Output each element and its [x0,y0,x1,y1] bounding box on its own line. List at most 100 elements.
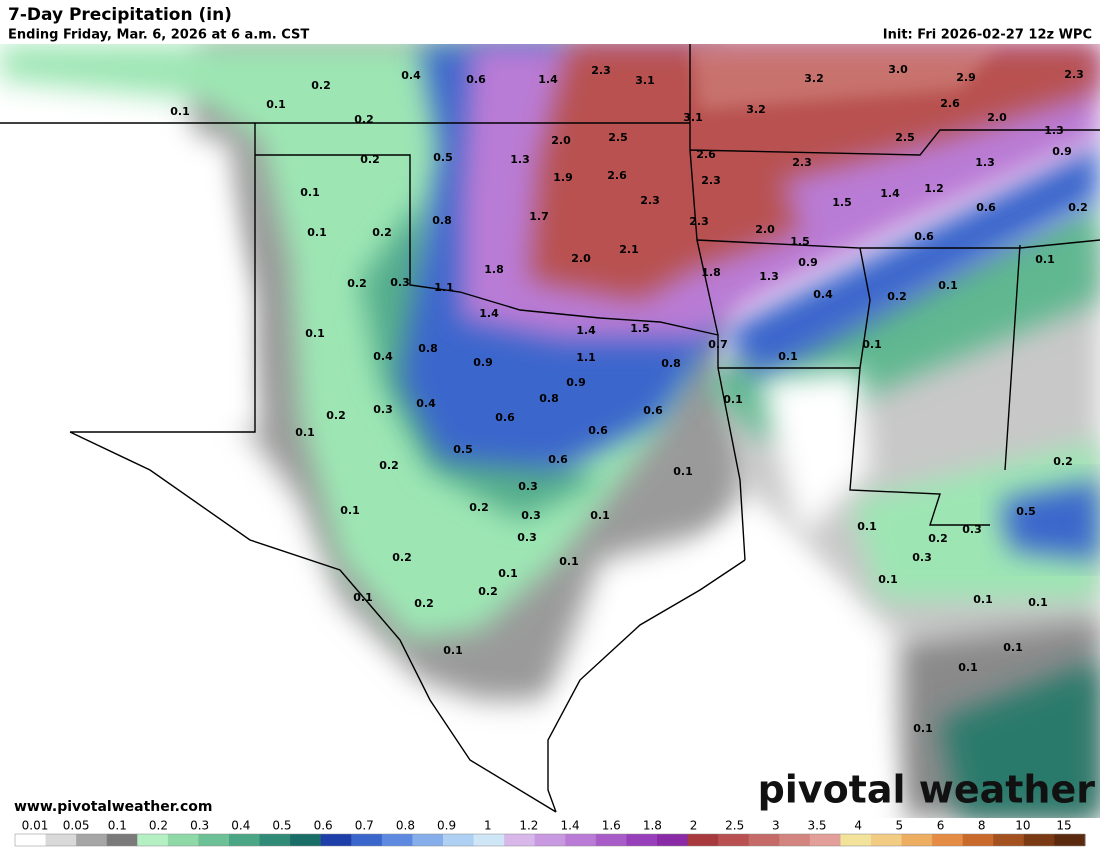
precip-label: 0.1 [878,573,898,586]
legend-label: 6 [937,819,945,833]
precip-label: 0.2 [372,226,392,239]
legend-swatch [443,834,475,846]
precip-label: 1.3 [759,270,779,283]
legend-label: 15 [1056,819,1071,833]
precip-label: 0.8 [539,392,559,405]
precip-label: 1.5 [790,235,810,248]
legend-swatch [381,834,413,846]
precip-label: 0.1 [862,338,882,351]
legend-label: 0.2 [149,819,168,833]
precip-label: 0.1 [723,393,743,406]
precip-label: 0.5 [1016,505,1036,518]
precip-label: 3.0 [888,63,908,76]
legend-swatch [76,834,108,846]
legend-swatch [534,834,566,846]
precip-label: 0.2 [887,290,907,303]
precip-label: 0.6 [588,424,608,437]
legend-label: 0.3 [190,819,209,833]
precip-label: 0.4 [401,69,421,82]
legend-swatch [504,834,536,846]
precip-label: 2.6 [696,148,716,161]
precip-label: 0.2 [1068,201,1088,214]
precip-label: 0.4 [416,397,436,410]
precip-label: 2.3 [1064,68,1084,81]
precip-label: 0.6 [548,453,568,466]
legend-label: 0.6 [314,819,333,833]
precip-label: 1.5 [832,196,852,209]
legend-swatch [779,834,811,846]
precip-label: 2.3 [701,174,721,187]
precip-label: 1.4 [576,324,596,337]
precip-label: 0.9 [566,376,586,389]
precip-label: 0.2 [469,501,489,514]
state-borders [0,44,1100,813]
legend-swatch [840,834,872,846]
precip-label: 0.5 [433,151,453,164]
precip-label: 0.7 [708,338,728,351]
subtitle: Ending Friday, Mar. 6, 2026 at 6 a.m. CS… [8,28,309,43]
precip-label: 0.1 [1028,596,1048,609]
precip-label: 0.6 [976,201,996,214]
precip-label: 0.3 [518,480,538,493]
precip-label: 0.5 [453,443,473,456]
precip-label: 2.9 [956,71,976,84]
precip-label: 0.9 [798,256,818,269]
precip-label: 3.2 [804,72,824,85]
legend-swatch [167,834,199,846]
precip-label: 0.1 [973,593,993,606]
precip-label: 0.9 [473,356,493,369]
precip-label: 0.8 [661,357,681,370]
precip-label: 0.2 [478,585,498,598]
legend-swatch [871,834,903,846]
precip-label: 0.1 [498,567,518,580]
legend-label: 8 [978,819,986,833]
precip-label: 0.2 [347,277,367,290]
legend-swatch [565,834,597,846]
precip-label: 0.1 [590,509,610,522]
legend-label: 1 [484,819,492,833]
precip-label: 0.6 [466,73,486,86]
header-bar [0,0,1100,44]
precip-label: 0.1 [305,327,325,340]
precip-label: 0.2 [360,153,380,166]
precip-label: 0.1 [307,226,327,239]
legend-swatch [351,834,383,846]
precip-label: 2.6 [607,169,627,182]
precip-label: 0.2 [414,597,434,610]
precip-label: 2.0 [987,111,1007,124]
title: 7-Day Precipitation (in) [8,5,232,25]
legend-label: 1.8 [643,819,662,833]
legend-swatch [687,834,719,846]
legend-swatch [229,834,261,846]
legend-swatch [809,834,841,846]
precip-label: 3.1 [683,111,703,124]
precip-field [0,44,1100,818]
precip-label: 0.4 [373,350,393,363]
precip-label: 0.8 [432,214,452,227]
legend-label: 3.5 [807,819,826,833]
legend-swatch [1054,834,1086,846]
precip-label: 0.3 [517,531,537,544]
precip-label: 2.6 [940,97,960,110]
precip-label: 0.2 [354,113,374,126]
precip-label: 1.7 [529,210,549,223]
precip-label: 2.0 [571,252,591,265]
legend-label: 0.9 [437,819,456,833]
legend-label: 0.1 [108,819,127,833]
precip-label: 0.1 [353,591,373,604]
precip-label: 2.3 [640,194,660,207]
precip-label: 1.8 [484,263,504,276]
legend-label: 5 [896,819,904,833]
precip-label: 1.4 [538,73,558,86]
precip-label: 0.1 [938,279,958,292]
precip-label: 0.1 [266,98,286,111]
precip-label: 2.1 [619,243,639,256]
legend-swatch [1023,834,1055,846]
precip-label: 0.1 [443,644,463,657]
init-time: Init: Fri 2026-02-27 12z WPC [883,28,1092,43]
legend-swatch [412,834,444,846]
precip-label: 2.3 [689,215,709,228]
precip-label: 1.3 [1044,124,1064,137]
legend-swatch [748,834,780,846]
